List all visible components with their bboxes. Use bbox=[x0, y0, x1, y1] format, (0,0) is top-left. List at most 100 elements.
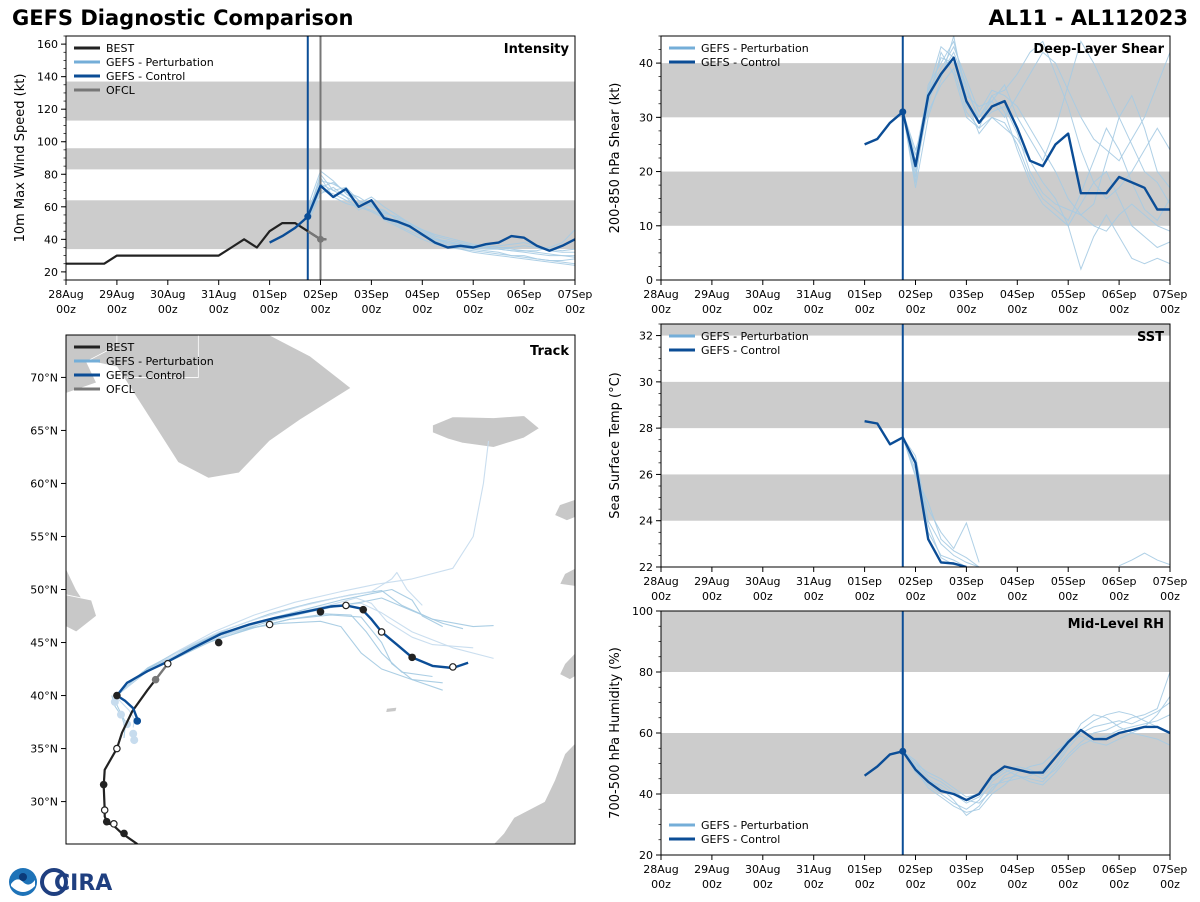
intensity-xtick-label: 31Aug bbox=[201, 288, 236, 301]
perturbation-track-point bbox=[129, 729, 138, 738]
rh-xtick-label: 03Sep bbox=[949, 863, 984, 876]
sst-band bbox=[661, 474, 1170, 521]
track-lat-label: 45°N bbox=[30, 637, 58, 650]
intensity-xtick-label: 02Sep bbox=[303, 288, 338, 301]
track-frame bbox=[65, 334, 576, 845]
intensity-ytick-label: 20 bbox=[44, 266, 58, 279]
land-newfoundland_south bbox=[66, 594, 97, 633]
intensity-xtick-label: 29Aug bbox=[99, 288, 134, 301]
sst-xtick-label-hour: 00z bbox=[804, 590, 824, 603]
sst-ytick-label: 32 bbox=[639, 330, 653, 343]
best-track-point-open bbox=[100, 806, 109, 814]
intensity-xtick-label-hour: 00z bbox=[514, 303, 534, 316]
rh-xtick-label-hour: 00z bbox=[1109, 878, 1129, 891]
intensity-perturbation-line bbox=[307, 181, 575, 252]
control-track-point bbox=[316, 607, 325, 616]
rh-ytick-label: 100 bbox=[632, 605, 653, 618]
sst-xtick-label-hour: 00z bbox=[855, 590, 875, 603]
control-track-point bbox=[133, 717, 142, 725]
intensity-ylabel: 10m Max Wind Speed (kt) bbox=[13, 74, 28, 243]
control-track-point bbox=[113, 691, 121, 700]
best-track-point-open bbox=[113, 744, 121, 753]
sst-band bbox=[661, 324, 1170, 336]
shear-perturbation-line bbox=[902, 51, 1170, 232]
track-lat-label: 35°N bbox=[30, 743, 58, 756]
intensity-xtick-label-hour: 00z bbox=[260, 303, 280, 316]
shear-legend-label: GEFS - Control bbox=[701, 56, 780, 69]
land-iceland bbox=[432, 415, 541, 448]
rh-perturbation-line bbox=[902, 711, 1170, 813]
shear-xtick-label-hour: 00z bbox=[702, 303, 722, 316]
track-lat-label: 30°N bbox=[30, 796, 58, 809]
sst-ylabel: Sea Surface Temp (°C) bbox=[608, 372, 623, 519]
perturbation-track bbox=[116, 440, 490, 696]
intensity-ytick-label: 100 bbox=[37, 136, 58, 149]
rh-ytick-label: 20 bbox=[639, 849, 653, 862]
sst-perturbation-line bbox=[1118, 552, 1170, 567]
control-track bbox=[115, 604, 469, 720]
sst-panel: 22 24 26 28 30 32 28Aug 00z 29Aug 00z 30Aug 00z 31Au… bbox=[608, 323, 1187, 603]
shear-xtick-label: 05Sep bbox=[1051, 288, 1086, 301]
sst-xtick-label-hour: 00z bbox=[1058, 590, 1078, 603]
cira-logo-graphic: CIRA bbox=[9, 868, 112, 896]
sst-xtick-label-hour: 00z bbox=[1160, 590, 1180, 603]
shear-xtick-label: 01Sep bbox=[847, 288, 882, 301]
intensity-xtick-label: 07Sep bbox=[558, 288, 593, 301]
track-legend-label: BEST bbox=[106, 341, 134, 354]
shear-xtick-label-hour: 00z bbox=[855, 303, 875, 316]
rh-legend-label: GEFS - Perturbation bbox=[701, 819, 809, 832]
track-lat-label: 60°N bbox=[30, 477, 58, 490]
shear-xtick-label-hour: 00z bbox=[957, 303, 977, 316]
intensity-perturbation-line bbox=[307, 173, 575, 265]
sst-xtick-label: 03Sep bbox=[949, 575, 984, 588]
rh-xtick-label: 31Aug bbox=[796, 863, 831, 876]
intensity-legend-label: GEFS - Perturbation bbox=[106, 56, 214, 69]
land-africa bbox=[493, 742, 575, 844]
control-track-point bbox=[359, 605, 368, 614]
track-plot-area bbox=[66, 335, 575, 844]
rh-xtick-label-hour: 00z bbox=[651, 878, 671, 891]
shear-xtick-label-hour: 00z bbox=[906, 303, 926, 316]
track-lat-label: 55°N bbox=[30, 530, 58, 543]
best-track-point-open bbox=[110, 820, 118, 828]
intensity-xtick-label-hour: 00z bbox=[158, 303, 178, 316]
intensity-xtick-label-hour: 00z bbox=[565, 303, 585, 316]
sst-xtick-label: 30Aug bbox=[745, 575, 780, 588]
intensity-xtick-label: 28Aug bbox=[48, 288, 83, 301]
intensity-xtick-label-hour: 00z bbox=[107, 303, 127, 316]
intensity-ytick-label: 140 bbox=[37, 71, 58, 84]
track-panel: 30°N 35°N 40°N 45°N 50°N 55°N 60°N 65°N 70°N Trac… bbox=[30, 334, 576, 845]
land-border bbox=[127, 335, 199, 378]
intensity-ytick-label: 40 bbox=[44, 233, 58, 246]
perturbation-track bbox=[116, 590, 494, 696]
rh-xtick-label-hour: 00z bbox=[702, 878, 722, 891]
rh-control-point bbox=[899, 747, 907, 755]
rh-ytick-label: 60 bbox=[639, 727, 653, 740]
sst-ytick-label: 26 bbox=[639, 468, 653, 481]
rh-perturbation-line bbox=[902, 702, 1170, 817]
shear-xtick-label: 03Sep bbox=[949, 288, 984, 301]
sst-ytick-label: 28 bbox=[639, 422, 653, 435]
control-track-point bbox=[214, 638, 223, 647]
sst-xtick-label: 29Aug bbox=[694, 575, 729, 588]
rh-perturbation-line bbox=[902, 671, 1170, 804]
shear-perturbation-line bbox=[902, 51, 1170, 162]
intensity-legend-label: OFCL bbox=[106, 84, 136, 97]
shear-xtick-label-hour: 00z bbox=[1058, 303, 1078, 316]
sst-ytick-label: 22 bbox=[639, 561, 653, 574]
rh-xtick-label: 05Sep bbox=[1051, 863, 1086, 876]
noaa-bird-icon bbox=[19, 873, 27, 881]
intensity-ytick-label: 160 bbox=[37, 38, 58, 51]
rh-ytick-label: 80 bbox=[639, 666, 653, 679]
intensity-ytick-label: 60 bbox=[44, 201, 58, 214]
intensity-perturbation-line bbox=[307, 180, 575, 258]
intensity-legend-label: GEFS - Control bbox=[106, 70, 185, 83]
intensity-best-line bbox=[66, 222, 326, 265]
intensity-plot-area bbox=[66, 36, 575, 280]
rh-panel: 20 40 60 80 100 28Aug 00z 29Aug 00z 30Aug 00z 31Aug… bbox=[608, 605, 1187, 891]
ofcl-track-point bbox=[151, 675, 160, 684]
sst-xtick-label-hour: 00z bbox=[753, 590, 773, 603]
sst-xtick-label: 06Sep bbox=[1102, 575, 1137, 588]
